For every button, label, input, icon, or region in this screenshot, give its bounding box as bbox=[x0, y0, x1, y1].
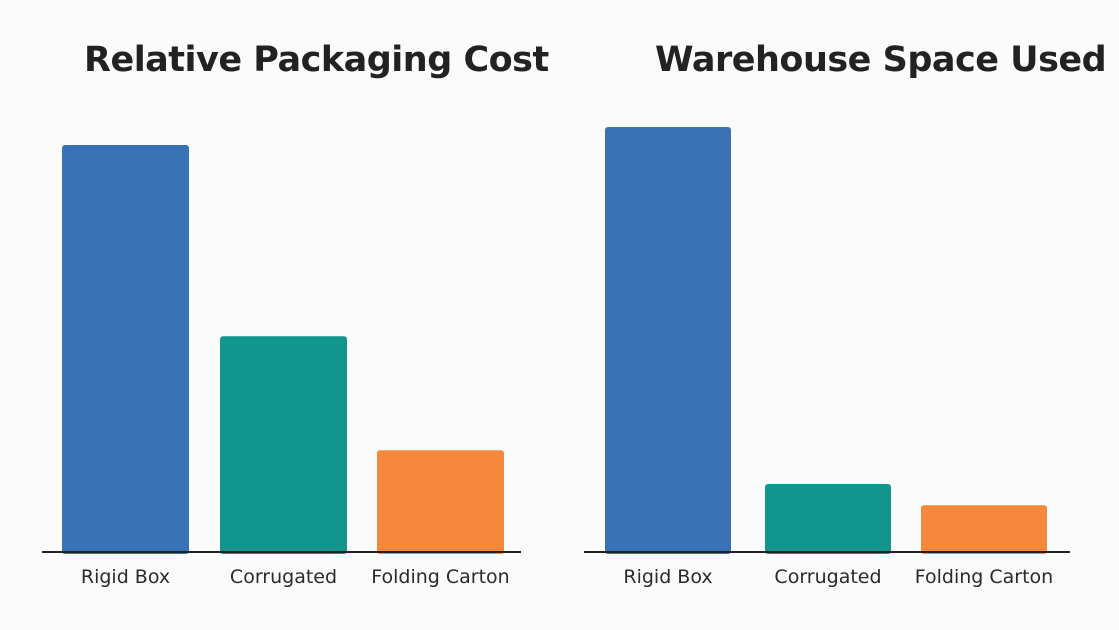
x-tick-label: Rigid Box bbox=[623, 566, 712, 588]
bar-folding-carton bbox=[921, 505, 1047, 554]
bar-rigid-box bbox=[62, 145, 189, 554]
chart-plot-area: Rigid Box Corrugated Folding Carton bbox=[584, 127, 1070, 588]
x-tick-label: Corrugated bbox=[230, 566, 337, 588]
bar-folding-carton bbox=[377, 450, 504, 554]
x-tick-label: Corrugated bbox=[774, 566, 881, 588]
bar-corrugated bbox=[765, 484, 891, 554]
x-tick-label: Folding Carton bbox=[915, 566, 1053, 588]
chart-title: Relative Packaging Cost bbox=[84, 40, 549, 80]
bar-corrugated bbox=[220, 336, 347, 554]
chart-relative-packaging-cost: Relative Packaging Cost Rigid Box Corruga… bbox=[42, 40, 549, 588]
chart-plot-area: Rigid Box Corrugated Folding Carton bbox=[42, 145, 521, 588]
chart-title: Warehouse Space Used bbox=[655, 40, 1107, 80]
bar-rigid-box bbox=[605, 127, 731, 554]
x-tick-label: Rigid Box bbox=[81, 566, 170, 588]
chart-warehouse-space-used: Warehouse Space Used Rigid Box Corrugated… bbox=[559, 0, 1119, 630]
x-tick-label: Folding Carton bbox=[371, 566, 509, 588]
